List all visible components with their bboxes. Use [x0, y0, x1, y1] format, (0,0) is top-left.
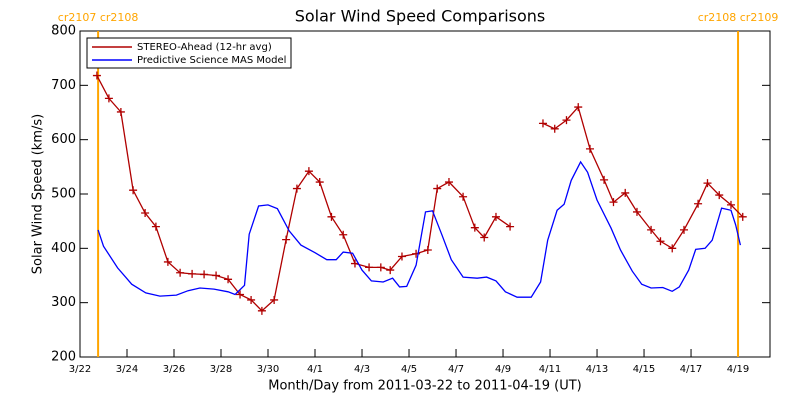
data-point [116, 107, 125, 116]
y-tick-label: 600 [51, 132, 76, 147]
x-tick-label: 4/17 [680, 364, 702, 375]
data-point [104, 94, 113, 103]
x-tick-label: 4/1 [307, 364, 323, 375]
data-point [538, 119, 547, 128]
data-point [562, 116, 571, 125]
data-point [459, 192, 468, 201]
data-point [212, 271, 221, 280]
data-point [200, 270, 209, 279]
x-tick-label: 4/9 [495, 364, 511, 375]
x-tick-label: 3/30 [257, 364, 279, 375]
series-line [97, 160, 742, 298]
y-tick-label: 200 [51, 350, 76, 365]
data-point [365, 263, 374, 272]
x-tick-label: 4/3 [354, 364, 370, 375]
data-point [621, 188, 630, 197]
series-line [96, 75, 744, 312]
y-tick-label: 500 [51, 187, 76, 202]
x-tick-label: 3/22 [69, 364, 91, 375]
data-point [188, 269, 197, 278]
x-tick-label: 3/28 [210, 364, 232, 375]
data-point [141, 209, 150, 218]
legend-box [86, 37, 292, 69]
y-axis-label: Solar Wind Speed (km/s) [31, 114, 46, 274]
data-point [738, 212, 747, 221]
boundary-label: cr2107 cr2108 [58, 11, 139, 24]
data-point [480, 233, 489, 242]
y-tick-label: 700 [51, 78, 76, 93]
data-point [224, 275, 233, 284]
legend-label: STEREO-Ahead (12-hr avg) [137, 42, 272, 53]
data-point [470, 223, 479, 232]
data-point [703, 179, 712, 188]
y-tick-label: 400 [51, 241, 76, 256]
x-tick-label: 3/24 [116, 364, 138, 375]
chart-title: Solar Wind Speed Comparisons [295, 7, 546, 26]
data-point [694, 199, 703, 208]
data-point [129, 186, 138, 195]
x-tick-label: 4/13 [586, 364, 608, 375]
data-point [585, 144, 594, 153]
data-point [433, 184, 442, 193]
data-point [715, 191, 724, 200]
data-point [668, 244, 677, 253]
data-point [315, 178, 324, 187]
data-point [236, 290, 245, 299]
data-point [550, 124, 559, 133]
data-point [386, 266, 395, 275]
data-point [92, 71, 101, 80]
data-point [423, 245, 432, 254]
data-point [270, 295, 279, 304]
data-point [151, 222, 160, 231]
data-point [491, 212, 500, 221]
data-point [292, 184, 301, 193]
data-point [247, 295, 256, 304]
data-point [257, 306, 266, 315]
data-point [656, 237, 665, 246]
x-tick-label: 4/15 [633, 364, 655, 375]
y-tick-label: 800 [51, 24, 76, 39]
data-point [506, 222, 515, 231]
x-tick-label: 4/11 [539, 364, 561, 375]
data-point [176, 268, 185, 277]
data-point [726, 200, 735, 209]
x-axis-label: Month/Day from 2011-03-22 to 2011-04-19 … [268, 379, 581, 394]
data-point [304, 167, 313, 176]
data-point [632, 207, 641, 216]
data-point [376, 263, 385, 272]
data-point [282, 235, 291, 244]
data-point [679, 225, 688, 234]
data-point [397, 252, 406, 261]
x-tick-label: 3/26 [163, 364, 185, 375]
data-point [327, 212, 336, 221]
data-point [574, 103, 583, 112]
data-point [647, 225, 656, 234]
data-point [600, 175, 609, 184]
x-tick-label: 4/5 [401, 364, 417, 375]
data-point [444, 178, 453, 187]
boundary-label: cr2108 cr2109 [698, 11, 779, 24]
x-tick-label: 4/19 [727, 364, 749, 375]
y-tick-label: 300 [51, 295, 76, 310]
legend-label: Predictive Science MAS Model [137, 55, 286, 66]
data-point [609, 198, 618, 207]
x-tick-label: 4/7 [448, 364, 464, 375]
data-point [163, 257, 172, 266]
data-point [339, 230, 348, 239]
